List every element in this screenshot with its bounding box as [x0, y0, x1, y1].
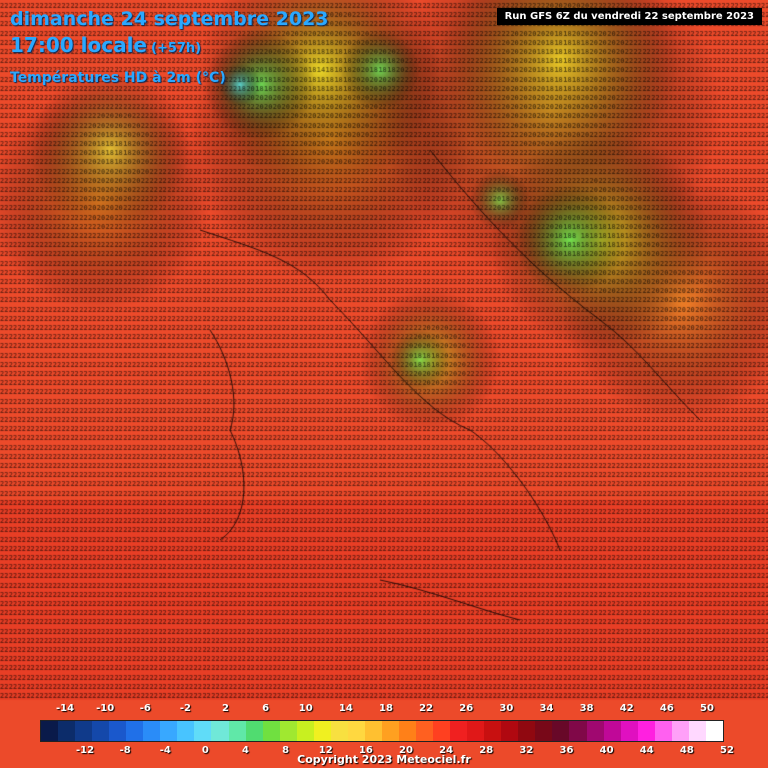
legend-label-top: 46: [659, 703, 674, 714]
legend-swatch: [330, 721, 348, 741]
legend-swatch: [535, 721, 553, 741]
legend-swatch: [671, 721, 689, 741]
legend-label-top: 10: [298, 703, 313, 714]
legend-swatch: [194, 721, 212, 741]
legend-swatch: [92, 721, 110, 741]
legend-swatch: [279, 721, 297, 741]
legend-swatch: [705, 721, 723, 741]
legend-swatch: [688, 721, 706, 741]
legend-label-bottom: -4: [159, 745, 171, 756]
legend-swatch: [296, 721, 314, 741]
legend-swatch: [126, 721, 144, 741]
legend-swatch: [501, 721, 519, 741]
legend-swatch: [620, 721, 638, 741]
legend-swatch: [433, 721, 451, 741]
legend-swatch: [58, 721, 76, 741]
legend-swatch: [143, 721, 161, 741]
legend-swatch: [637, 721, 655, 741]
legend-swatch: [450, 721, 468, 741]
legend-label-top: -6: [139, 703, 151, 714]
legend-swatch: [245, 721, 263, 741]
legend-label-top: -14: [55, 703, 75, 714]
legend-label-bottom: 12: [318, 745, 333, 756]
legend-label-bottom: -8: [119, 745, 131, 756]
forecast-date: dimanche 24 septembre 2023: [10, 8, 329, 30]
legend-label-top: 18: [379, 703, 393, 714]
legend-swatch: [603, 721, 621, 741]
legend-label-bottom: 28: [479, 745, 494, 756]
legend-label-top: 26: [459, 703, 474, 714]
legend-swatch: [228, 721, 246, 741]
legend-label-bottom: 52: [720, 745, 734, 756]
legend-label-bottom: 8: [282, 745, 290, 756]
legend-label-top: 6: [262, 703, 270, 714]
legend-swatch: [518, 721, 536, 741]
forecast-offset: (+57h): [151, 41, 202, 56]
legend-swatch: [484, 721, 502, 741]
legend-swatch: [177, 721, 195, 741]
legend-label-top: 34: [539, 703, 554, 714]
legend-swatch: [416, 721, 434, 741]
legend-label-bottom: -12: [75, 745, 95, 756]
legend-label-bottom: 24: [439, 745, 454, 756]
run-info-badge: Run GFS 6Z du vendredi 22 septembre 2023: [496, 8, 762, 25]
temperature-legend: -14 -10 -6 -2 2 6 10 14 18 22 26 30 34 38 42 46 50 -12 -8-…: [40, 702, 734, 766]
legend-label-bottom: 48: [679, 745, 694, 756]
legend-label-bottom: 4: [242, 745, 249, 756]
legend-label-top: 50: [700, 703, 714, 714]
copyright-text: Copyright 2023 Meteociel.fr: [297, 753, 471, 766]
legend-swatch: [313, 721, 331, 741]
legend-swatch: [347, 721, 365, 741]
legend-swatch: [262, 721, 280, 741]
legend-swatch: [586, 721, 604, 741]
legend-label-bottom: 0: [201, 745, 209, 756]
legend-swatch: [211, 721, 229, 741]
legend-label-top: -2: [179, 703, 191, 714]
legend-swatch: [381, 721, 399, 741]
legend-label-top: 14: [338, 703, 353, 714]
legend-label-top: 38: [579, 703, 594, 714]
legend-swatch: [552, 721, 570, 741]
legend-swatch: [467, 721, 485, 741]
legend-label-top: 2: [222, 703, 229, 714]
legend-label-bottom: 20: [399, 745, 413, 756]
legend-swatch: [398, 721, 417, 741]
legend-swatch: [569, 721, 587, 741]
legend-label-bottom: 40: [599, 745, 614, 756]
forecast-time-value: 17:00 locale: [10, 33, 147, 57]
legend-swatch: [160, 721, 178, 741]
legend-label-bottom: 32: [519, 745, 534, 756]
legend-color-bar: [40, 720, 724, 742]
legend-label-top: 22: [419, 703, 434, 714]
legend-label-bottom: 16: [358, 745, 373, 756]
forecast-time: 17:00 locale (+57h): [10, 33, 201, 57]
legend-swatch: [41, 721, 59, 741]
legend-label-top: 30: [499, 703, 514, 714]
legend-label-top: -10: [96, 703, 115, 714]
legend-swatch: [75, 721, 93, 741]
legend-swatch: [654, 721, 672, 741]
legend-label-bottom: 36: [559, 745, 574, 756]
legend-label-bottom: 44: [639, 745, 654, 756]
legend-label-top: 42: [619, 703, 634, 714]
legend-swatch: [109, 721, 127, 741]
legend-swatch: [364, 721, 382, 741]
parameter-title: Températures HD à 2m (°C): [10, 70, 226, 86]
